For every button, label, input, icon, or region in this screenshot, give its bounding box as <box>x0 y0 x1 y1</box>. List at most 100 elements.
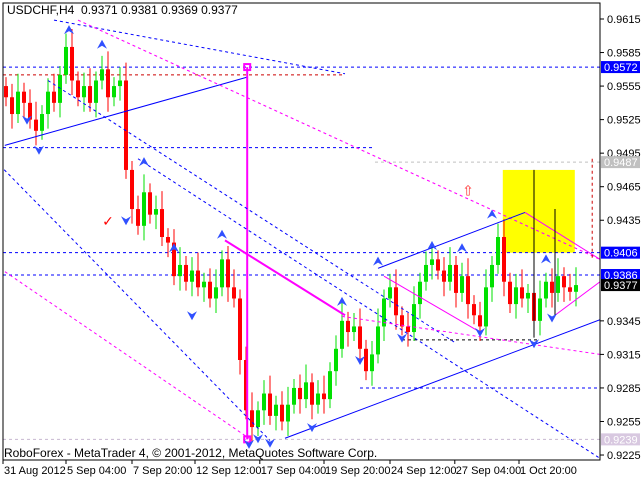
candle-body <box>454 264 458 293</box>
fractal-down-arrow-icon <box>355 355 365 365</box>
candle-body <box>466 276 470 305</box>
fractal-up-arrow-icon <box>427 240 437 250</box>
candle-body <box>226 259 230 288</box>
y-tick-label: 0.9255 <box>607 416 641 428</box>
fractal-down-arrow-icon <box>121 216 131 226</box>
plot-frame <box>2 2 601 461</box>
candle-body <box>154 209 158 215</box>
candle-body <box>268 393 272 416</box>
candle-body <box>124 80 128 170</box>
candle-body <box>238 298 242 360</box>
trend-line <box>554 281 600 316</box>
candle-body <box>520 287 524 299</box>
candle-body <box>496 237 500 265</box>
up-arrow-icon: ⇧ <box>462 184 474 200</box>
x-tick-label: 17 Sep 04:00 <box>261 465 326 477</box>
candle-body <box>190 270 194 282</box>
candle-body <box>118 80 122 87</box>
trend-line <box>3 269 250 439</box>
price-label: 0.9239 <box>604 434 638 446</box>
candle-body <box>40 114 44 131</box>
candle-body <box>424 264 428 282</box>
candle-body <box>292 387 296 405</box>
price-label-bg <box>601 269 640 282</box>
candle-body <box>304 382 308 400</box>
candle-body <box>286 404 290 422</box>
candle-body <box>10 97 14 115</box>
price-label-bg <box>601 156 640 169</box>
candle-body <box>364 348 368 372</box>
candle-body <box>310 382 314 405</box>
candle-body <box>256 410 260 428</box>
candle-body <box>214 287 218 299</box>
candle-body <box>88 86 92 103</box>
candle-body <box>34 119 38 131</box>
anchor-point <box>243 63 252 72</box>
fractal-down-arrow-icon <box>22 115 32 125</box>
candle-body <box>160 209 164 238</box>
trend-line <box>3 167 271 441</box>
candle-body <box>502 237 506 282</box>
fractal-down-arrow-icon <box>34 145 44 155</box>
fractal-down-arrow-icon <box>244 439 254 449</box>
candle-body <box>178 264 182 277</box>
candle-body <box>574 285 578 292</box>
y-tick-label: 0.9465 <box>607 182 641 194</box>
candle-body <box>4 86 8 98</box>
trend-line <box>383 275 481 333</box>
candle-body <box>442 270 446 282</box>
x-tick-label: 1 Oct 20:00 <box>520 465 577 477</box>
candle-body <box>100 69 104 81</box>
candle-body <box>166 237 170 243</box>
candle-body <box>322 393 326 400</box>
candle-body <box>274 404 278 416</box>
fractal-down-arrow-icon <box>307 423 317 433</box>
fractal-up-arrow-icon <box>64 25 74 35</box>
candle-body <box>400 315 404 327</box>
price-label-bg <box>601 279 640 292</box>
candle-body <box>298 387 302 400</box>
trend-line <box>284 319 600 439</box>
candle-body <box>418 281 422 305</box>
fractal-down-arrow-icon <box>265 438 275 448</box>
trend-line <box>137 158 600 459</box>
y-tick-label: 0.9345 <box>607 316 641 328</box>
candle-body <box>376 326 380 355</box>
candle-body <box>448 264 452 282</box>
candle-body <box>58 74 62 103</box>
price-label: 0.9406 <box>604 248 638 260</box>
candle-body <box>412 304 416 333</box>
x-tick-label: 12 Sep 12:00 <box>196 465 261 477</box>
price-label: 0.9377 <box>604 280 638 292</box>
candle-body <box>28 102 32 120</box>
fractal-up-arrow-icon <box>337 296 347 306</box>
candle-body <box>340 320 344 349</box>
candle-body <box>172 242 176 277</box>
candle-body <box>388 287 392 299</box>
candle-body <box>316 393 320 405</box>
candle-body <box>568 287 572 292</box>
x-tick-label: 5 Sep 04:00 <box>67 465 126 477</box>
candle-body <box>562 276 566 288</box>
x-tick-label: 27 Sep 04:00 <box>456 465 521 477</box>
price-label: 0.9572 <box>604 62 638 74</box>
candle-body <box>490 264 494 288</box>
candle-body <box>112 86 116 98</box>
fractal-up-arrow-icon <box>97 39 107 49</box>
candle-body <box>142 192 146 226</box>
candle-body <box>136 209 140 226</box>
candle-body <box>76 80 80 98</box>
ohlc-readout: 0.9371 0.9381 0.9369 0.9377 <box>81 3 238 17</box>
candle-body <box>130 169 134 210</box>
candle-body <box>16 91 20 115</box>
y-tick-label: 0.9285 <box>607 383 641 395</box>
fractal-up-arrow-icon <box>487 209 497 219</box>
fractal-down-arrow-icon <box>529 339 539 349</box>
candle-body <box>550 281 554 293</box>
candle-body <box>556 276 560 293</box>
candle-body <box>232 287 236 299</box>
fractal-down-arrow-icon <box>397 333 407 343</box>
candle-body <box>148 192 152 215</box>
candle-body <box>244 359 248 411</box>
